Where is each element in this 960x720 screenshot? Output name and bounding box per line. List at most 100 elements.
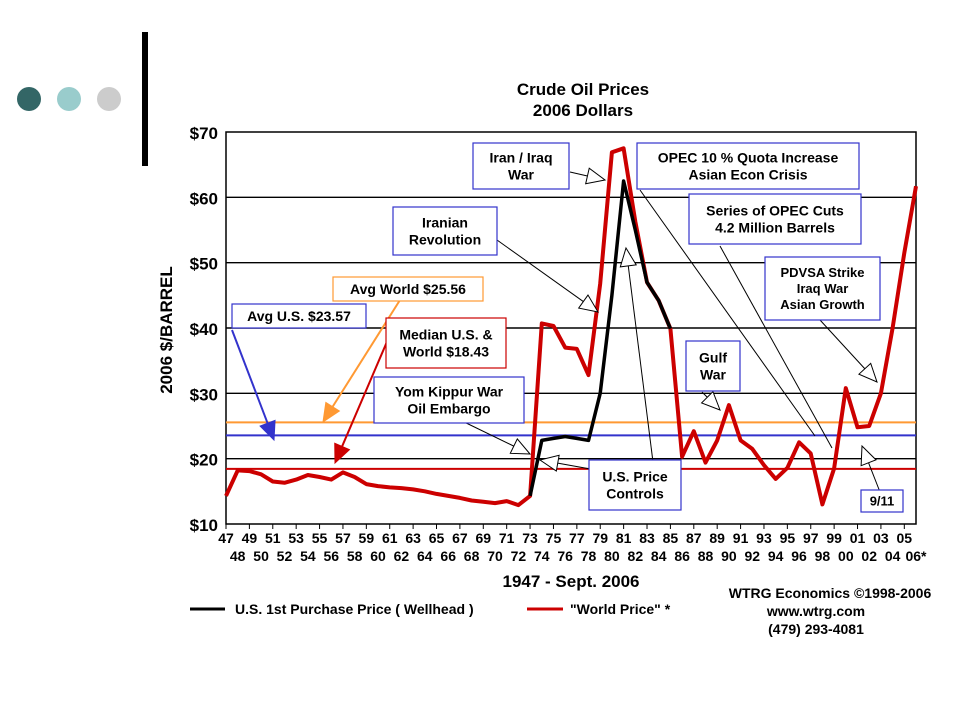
x-tick-label: 98 [815,548,831,564]
x-tick-label: 70 [487,548,503,564]
x-tick-label: 64 [417,548,433,564]
annotation-text: Controls [606,486,664,502]
x-tick-label: 01 [850,530,866,546]
x-tick-label: 66 [440,548,456,564]
annotation-arrowhead [509,438,532,455]
x-tick-label: 75 [546,530,562,546]
x-tick-label: 76 [557,548,573,564]
y-tick-label: $20 [190,451,218,470]
annotation-box [373,376,525,424]
x-tick-label: 69 [475,530,491,546]
x-tick-label: 93 [756,530,772,546]
annotation-arrow [231,329,269,424]
x-tick-label: 88 [698,548,714,564]
annotation-box [332,276,484,302]
annotation-text: Asian Growth [780,297,865,312]
annotation-arrow [627,265,655,471]
annotation-arrowhead [619,246,638,268]
x-tick-label: 94 [768,548,784,564]
x-tick-label: 59 [359,530,375,546]
x-tick-label: 58 [347,548,363,564]
annotation-text: Avg World $25.56 [350,281,466,297]
annotation-arrow [819,319,866,370]
gray-dot [97,87,121,111]
annotation-text: Iraq War [797,281,849,296]
credit-line-1: WTRG Economics ©1998-2006 [729,585,932,601]
x-tick-label: 89 [709,530,725,546]
y-tick-label: $50 [190,255,218,274]
x-tick-label: 68 [464,548,480,564]
x-tick-label: 05 [897,530,913,546]
x-tick-label: 86 [674,548,690,564]
x-tick-label: 56 [323,548,339,564]
annotation-box [685,340,741,392]
x-tick-label: 52 [277,548,293,564]
annotation-box [385,317,507,369]
x-tick-label: 92 [744,548,760,564]
x-tick-label: 55 [312,530,328,546]
annotation-arrowhead [538,454,560,472]
x-tick-label: 06* [905,548,927,564]
light-teal-dot [57,87,81,111]
annotation-text: OPEC 10 % Quota Increase [658,150,839,166]
x-tick-label: 48 [230,548,246,564]
x-tick-label: 61 [382,530,398,546]
x-tick-label: 49 [242,530,258,546]
x-tick-label: 91 [733,530,749,546]
annotation-arrowhead [585,167,607,185]
x-tick-label: 47 [218,530,234,546]
x-tick-label: 50 [253,548,269,564]
x-tick-label: 54 [300,548,316,564]
series-line [528,179,673,497]
x-tick-label: 83 [639,530,655,546]
annotation-text: Asian Econ Crisis [688,167,807,183]
x-tick-label: 79 [592,530,608,546]
x-tick-label: 03 [873,530,889,546]
x-tick-label: 99 [826,530,842,546]
credit-line-2: www.wtrg.com [766,603,865,619]
annotation-arrowhead [322,401,341,424]
annotation-text: Iran / Iraq [489,150,552,166]
annotation-arrowhead [334,442,351,465]
y-tick-label: $60 [190,189,218,208]
annotation-text: Iranian [422,215,468,231]
x-tick-label: 84 [651,548,667,564]
annotation-box [860,489,904,513]
x-tick-label: 57 [335,530,351,546]
y-tick-label: $30 [190,385,218,404]
y-tick-label: $70 [190,124,218,143]
series-line [224,146,918,508]
legend-label-world: "World Price" * [570,601,671,617]
annotation-box [231,303,367,329]
x-tick-label: 73 [522,530,538,546]
annotation-arrowhead [860,444,877,467]
annotation-text: 9/11 [870,494,895,509]
annotation-arrow [496,239,584,302]
annotation-box [588,459,682,511]
x-tick-label: 90 [721,548,737,564]
y-axis-label: 2006 $/BARREL [157,266,176,394]
annotation-text: Avg U.S. $23.57 [247,308,351,324]
annotation-text: U.S. Price [602,469,668,485]
annotation-arrowhead [858,362,878,383]
y-tick-label: $40 [190,320,218,339]
x-tick-label: 96 [791,548,807,564]
annotation-text: War [700,367,726,383]
x-tick-label: 65 [429,530,445,546]
x-tick-label: 78 [581,548,597,564]
annotation-arrow [868,462,881,493]
x-tick-label: 53 [288,530,304,546]
annotation-text: PDVSA Strike [780,265,864,280]
annotation-box [636,142,860,190]
annotation-arrow [341,329,393,447]
annotation-text: Yom Kippur War [395,384,504,400]
legend-label-us: U.S. 1st Purchase Price ( Wellhead ) [235,601,474,617]
x-tick-label: 81 [616,530,632,546]
x-tick-label: 62 [394,548,410,564]
chart-subtitle: 2006 Dollars [533,101,633,120]
annotation-arrowhead [700,390,721,411]
annotation-text: Oil Embargo [407,401,490,417]
annotation-text: 4.2 Million Barrels [715,220,835,236]
x-tick-label: 80 [604,548,620,564]
annotation-text: Gulf [699,350,727,366]
